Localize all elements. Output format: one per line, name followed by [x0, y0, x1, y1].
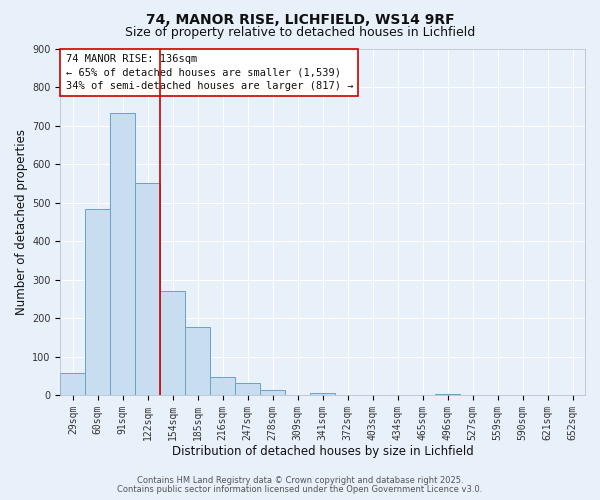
Bar: [61, 374, 85, 396]
Bar: [210, 376, 235, 396]
Y-axis label: Number of detached properties: Number of detached properties: [15, 129, 28, 315]
Bar: [435, 394, 460, 396]
Bar: [310, 392, 335, 396]
Bar: [85, 210, 110, 396]
Bar: [136, 182, 160, 396]
Text: Contains public sector information licensed under the Open Government Licence v3: Contains public sector information licen…: [118, 485, 482, 494]
Bar: [110, 114, 136, 396]
X-axis label: Distribution of detached houses by size in Lichfield: Distribution of detached houses by size …: [172, 444, 473, 458]
Bar: [185, 327, 210, 396]
Text: Size of property relative to detached houses in Lichfield: Size of property relative to detached ho…: [125, 26, 475, 39]
Bar: [160, 292, 185, 396]
Bar: [235, 382, 260, 396]
Text: 74 MANOR RISE: 136sqm
← 65% of detached houses are smaller (1,539)
34% of semi-d: 74 MANOR RISE: 136sqm ← 65% of detached …: [65, 54, 353, 90]
Bar: [260, 390, 285, 396]
Text: Contains HM Land Registry data © Crown copyright and database right 2025.: Contains HM Land Registry data © Crown c…: [137, 476, 463, 485]
Text: 74, MANOR RISE, LICHFIELD, WS14 9RF: 74, MANOR RISE, LICHFIELD, WS14 9RF: [146, 12, 454, 26]
